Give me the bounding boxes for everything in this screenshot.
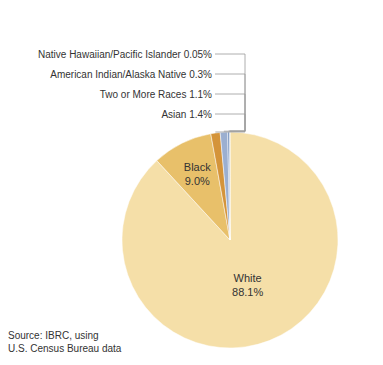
svg-text:Native Hawaiian/Pacific Island: Native Hawaiian/Pacific Islander 0.05% [38, 49, 212, 60]
svg-text:American Indian/Alaska Native: American Indian/Alaska Native 0.3% [50, 69, 212, 80]
svg-text:White88.1%: White88.1% [232, 272, 263, 298]
svg-text:Asian 1.4%: Asian 1.4% [161, 109, 212, 120]
html-text:U.S. Census Bureau data: U.S. Census Bureau data [8, 343, 122, 354]
svg-text:Black9.0%: Black9.0% [184, 161, 211, 187]
svg-text:Two or More Races 1.1%: Two or More Races 1.1% [100, 89, 212, 100]
html-text:Source: IBRC, using: Source: IBRC, using [8, 330, 99, 341]
